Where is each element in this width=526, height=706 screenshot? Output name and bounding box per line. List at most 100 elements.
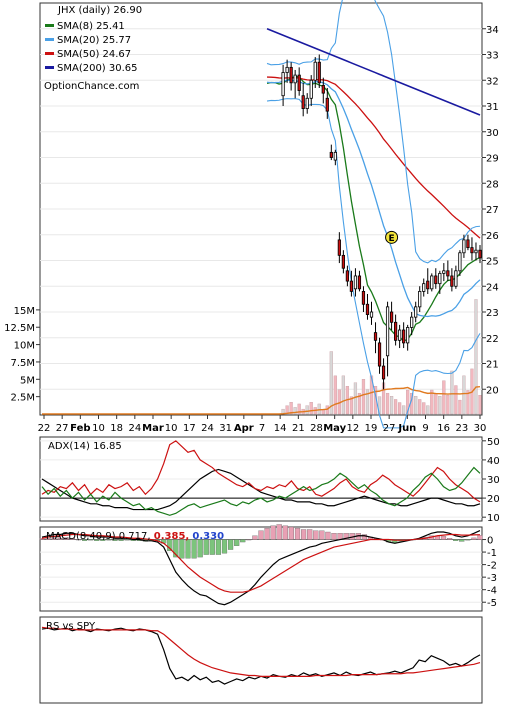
candle-up xyxy=(398,329,402,341)
volume-bar xyxy=(406,389,410,415)
macd-histogram-bar xyxy=(276,524,282,540)
volume-tick-label: 15M xyxy=(14,306,35,317)
rs-panel: RS vs SPY xyxy=(39,616,483,704)
candle-down xyxy=(349,280,354,292)
candle-up xyxy=(369,311,374,318)
volume-bar xyxy=(462,375,466,415)
macd-histogram-bar xyxy=(197,539,203,558)
sma-50-line xyxy=(267,76,481,239)
candle-up xyxy=(333,151,337,161)
macd-hist-label: 0.330 xyxy=(192,531,224,542)
macd-histogram-bar xyxy=(270,525,276,540)
candle-down xyxy=(426,280,430,290)
volume-bar xyxy=(333,375,337,415)
volume-bar xyxy=(430,389,434,415)
legend-label: SMA(200) 30.65 xyxy=(57,63,138,74)
candle-down xyxy=(478,249,482,259)
volume-bar xyxy=(305,405,309,415)
axis-tick-label: 10 xyxy=(487,513,500,524)
macd-histogram-bar xyxy=(325,531,331,540)
date-tick-label: May xyxy=(323,423,346,434)
candle-up xyxy=(410,316,414,328)
macd-histogram-bar xyxy=(94,539,100,541)
series-line-0 xyxy=(41,468,481,511)
macd-histogram-bar xyxy=(185,539,191,559)
rs-label: RS vs SPY xyxy=(46,621,96,632)
volume-tick-label: 2.5M xyxy=(10,393,35,404)
volume-bar xyxy=(442,380,446,415)
price-tick-label: 23 xyxy=(486,308,499,319)
legend-label: SMA(50) 24.67 xyxy=(57,49,131,60)
price-tick-label: 25 xyxy=(486,257,499,268)
macd-histogram-bar xyxy=(191,539,197,559)
volume-axis: 2.5M 5M 7.5M 10M 12.5M 15M xyxy=(4,306,40,404)
volume-bar xyxy=(414,396,418,415)
macd-histogram-bar xyxy=(258,530,264,540)
volume-tick-label: 12.5M xyxy=(4,323,35,334)
date-axis: 22 27 Feb 10 18 24 Mar 10 17 24 31 Apr 7 14 21 28 May 12 1… xyxy=(38,415,487,434)
date-tick-label: 10 xyxy=(92,423,105,434)
date-tick-label: 27 xyxy=(383,423,396,434)
candle-up xyxy=(293,74,297,84)
macd-histogram-bar xyxy=(167,539,173,551)
volume-bar xyxy=(422,402,426,415)
macd-histogram-bar xyxy=(221,539,228,554)
candle-down xyxy=(446,270,450,277)
axis-tick-label: 20 xyxy=(487,494,500,505)
adx-lines xyxy=(41,440,481,516)
macd-histogram-bar xyxy=(331,533,337,540)
candle-down xyxy=(450,275,454,287)
candle-down xyxy=(325,97,329,112)
axis-tick-label: 40 xyxy=(487,456,500,467)
price-tick-label: 33 xyxy=(486,51,499,62)
price-grid xyxy=(40,28,482,390)
volume-bar xyxy=(394,399,398,415)
candle-up xyxy=(454,270,458,287)
series-line-0 xyxy=(41,530,481,606)
volume-bar xyxy=(385,392,390,415)
candle-down xyxy=(434,275,438,285)
axis-tick-label: -1 xyxy=(487,548,497,559)
date-tick-label: 14 xyxy=(274,423,287,434)
candle-down xyxy=(317,61,321,84)
candle-up xyxy=(281,72,285,97)
date-tick-label: 12 xyxy=(346,423,359,434)
macd-histogram-bar xyxy=(392,539,398,543)
macd-histogram-bar xyxy=(100,539,106,541)
axis-tick-label: -3 xyxy=(487,573,497,584)
series-line-1 xyxy=(41,440,481,503)
macd-histogram-bar xyxy=(240,539,246,543)
macd-histogram-bar xyxy=(227,539,234,550)
candle-up xyxy=(406,327,410,344)
date-tick-label: 10 xyxy=(165,423,178,434)
candle-up xyxy=(313,61,317,81)
macd-histogram-bar xyxy=(294,528,301,540)
macd-histogram-bar xyxy=(465,539,471,541)
volume-bar xyxy=(454,385,458,415)
candle-down xyxy=(381,365,386,380)
candle-down xyxy=(329,151,333,158)
macd-lines xyxy=(41,530,481,606)
macd-histogram-bar xyxy=(264,528,270,540)
macd-histogram-bar xyxy=(106,539,112,541)
legend: JHX (daily) 26.90 SMA(8) 25.41 SMA(20) 25… xyxy=(45,5,142,74)
macd-histogram-bar xyxy=(57,538,63,540)
candle-up xyxy=(309,79,313,99)
price-tick-label: 24 xyxy=(486,282,499,293)
volume-bar xyxy=(418,399,422,415)
macd-histogram-bar xyxy=(118,539,124,541)
candle-up xyxy=(418,290,422,308)
macd-histogram-bar xyxy=(471,537,477,540)
macd-histogram-bar xyxy=(307,529,313,540)
legend-swatch xyxy=(45,24,54,27)
series-line-1 xyxy=(41,533,481,593)
volume-bar xyxy=(365,389,370,415)
earnings-marker: E xyxy=(385,230,399,244)
volume-bar xyxy=(458,399,462,415)
macd-histogram-bar xyxy=(209,539,215,555)
date-tick-label: 30 xyxy=(474,423,487,434)
candle-down xyxy=(341,254,345,269)
candle-down xyxy=(301,95,305,109)
volume-bar xyxy=(293,407,297,415)
